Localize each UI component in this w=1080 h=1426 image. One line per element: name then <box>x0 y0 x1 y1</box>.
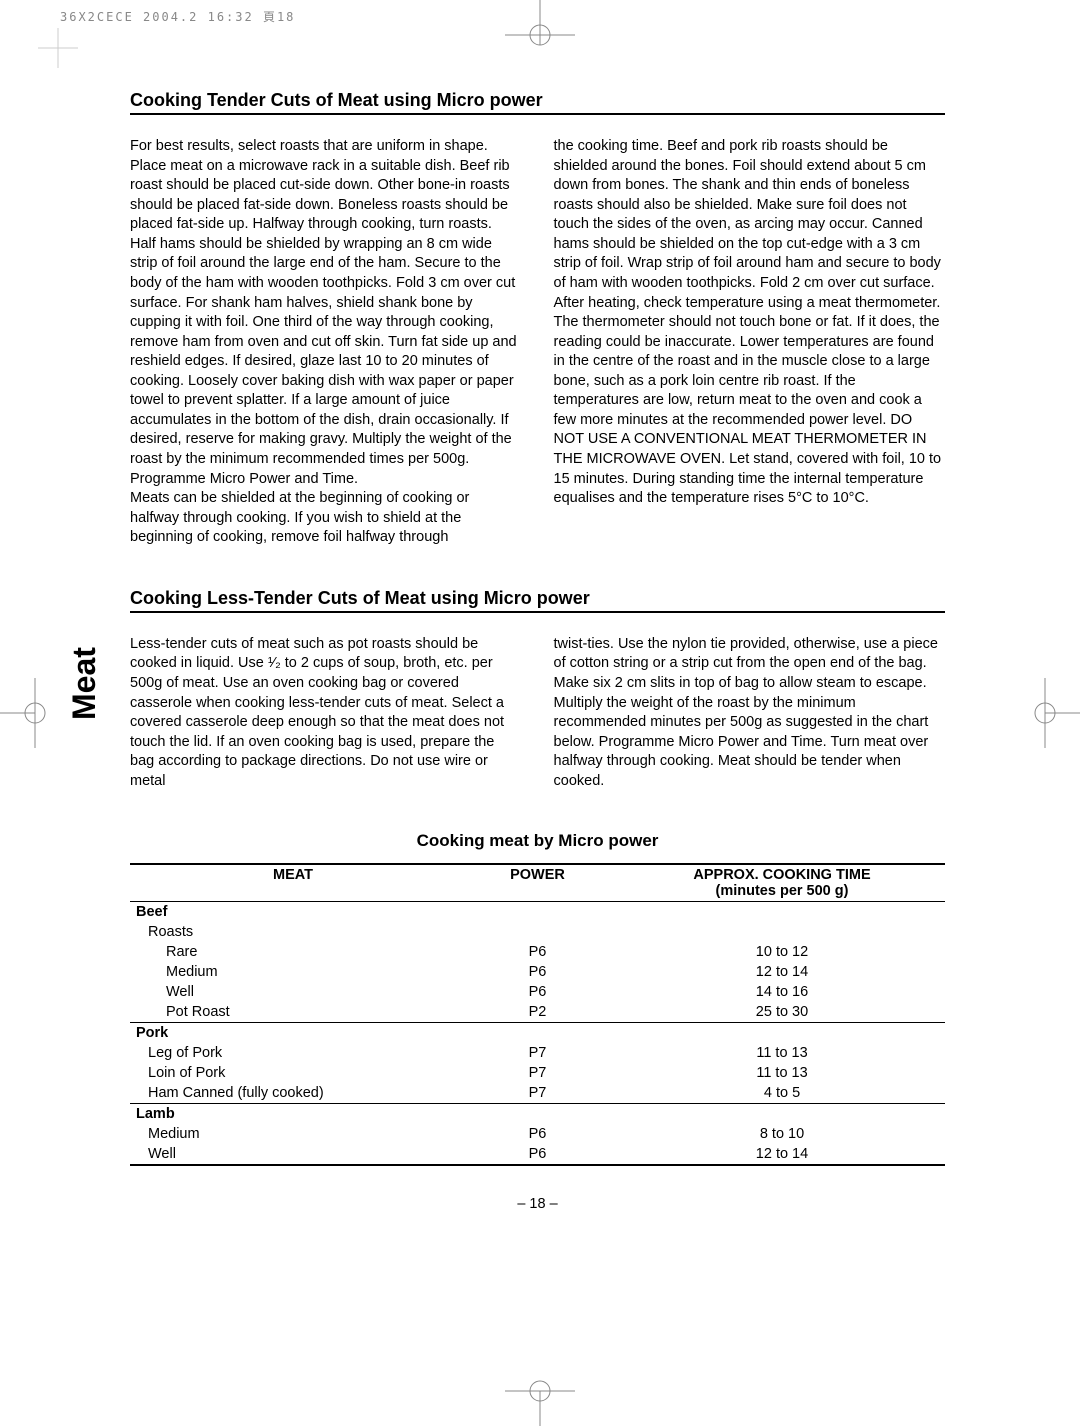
table-row: WellP614 to 16 <box>130 982 945 1002</box>
cat-lamb: Lamb <box>130 1104 456 1125</box>
th-power: POWER <box>456 864 619 902</box>
page-number: – 18 – <box>130 1196 945 1212</box>
section2-body: Less-tender cuts of meat such as pot roa… <box>130 635 945 792</box>
section2-col2: twist-ties. Use the nylon tie provided, … <box>554 635 946 792</box>
crop-mark-left <box>0 678 50 748</box>
table-row: Pot RoastP225 to 30 <box>130 1002 945 1023</box>
crop-mark-right <box>1030 678 1080 748</box>
cat-pork: Pork <box>130 1023 456 1044</box>
table-row: MediumP612 to 14 <box>130 962 945 982</box>
th-time-l2: (minutes per 500 g) <box>716 883 849 899</box>
section1-col2: the cooking time. Beef and pork rib roas… <box>554 137 946 509</box>
crop-mark-bottom <box>505 1376 575 1426</box>
table-title: Cooking meat by Micro power <box>130 831 945 851</box>
table-row: RareP610 to 12 <box>130 942 945 962</box>
th-time: APPROX. COOKING TIME (minutes per 500 g) <box>619 864 945 902</box>
table-row: Ham Canned (fully cooked)P74 to 5 <box>130 1083 945 1104</box>
table-row: Loin of PorkP711 to 13 <box>130 1063 945 1083</box>
section1-body: For best results, select roasts that are… <box>130 137 945 548</box>
table-row: MediumP68 to 10 <box>130 1124 945 1144</box>
table-row: WellP612 to 14 <box>130 1144 945 1165</box>
crop-mark-top <box>505 0 575 50</box>
section2-col1: Less-tender cuts of meat such as pot roa… <box>130 635 522 792</box>
sub-roasts: Roasts <box>130 922 456 942</box>
side-tab-label: Meat <box>66 647 103 720</box>
section1-col1: For best results, select roasts that are… <box>130 137 522 548</box>
th-time-l1: APPROX. COOKING TIME <box>693 867 870 883</box>
table-row: Leg of PorkP711 to 13 <box>130 1043 945 1063</box>
section2-heading: Cooking Less-Tender Cuts of Meat using M… <box>130 588 945 613</box>
cooking-meat-table: MEAT POWER APPROX. COOKING TIME (minutes… <box>130 863 945 1166</box>
cat-beef: Beef <box>130 902 456 923</box>
section1-heading: Cooking Tender Cuts of Meat using Micro … <box>130 90 945 115</box>
corner-tl <box>38 28 78 68</box>
file-meta-header: 36X2CECE 2004.2 16:32 頁18 <box>60 8 295 25</box>
th-meat: MEAT <box>130 864 456 902</box>
